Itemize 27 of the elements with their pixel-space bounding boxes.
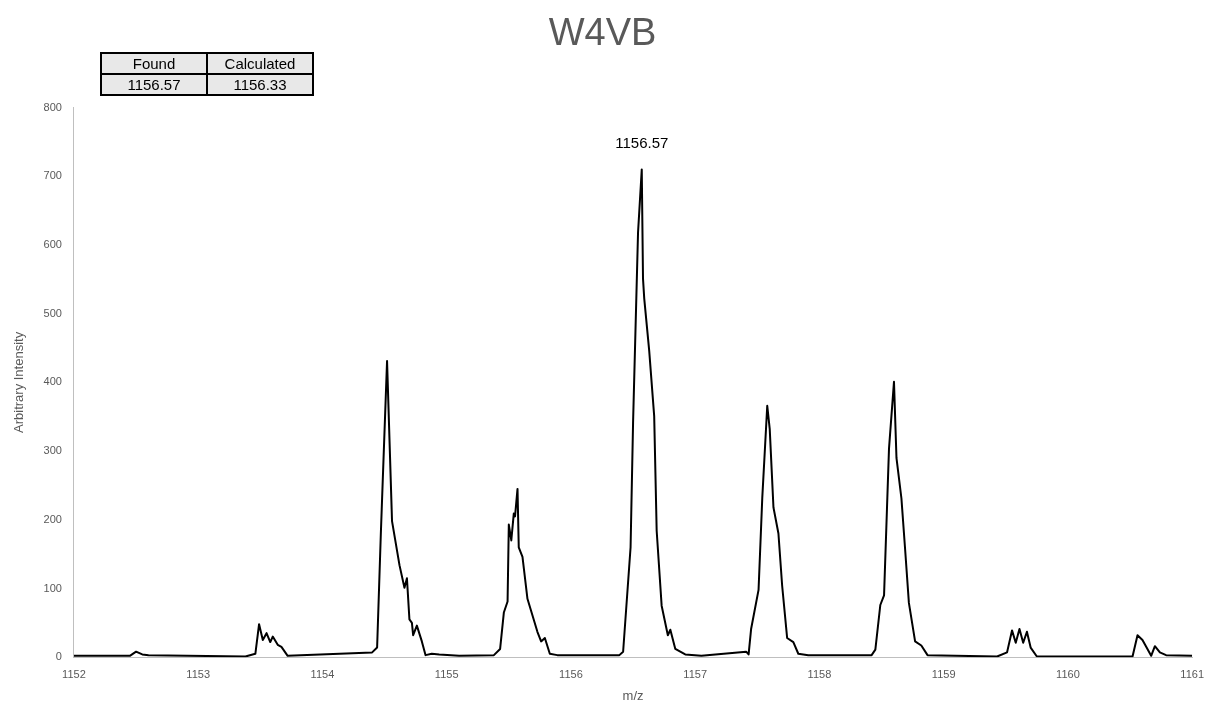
annotation: 1156.57 — [615, 134, 669, 152]
y-tick-label: 700 — [43, 169, 62, 182]
x-tick-label: 1155 — [434, 667, 459, 680]
text: 1156.57 — [101, 74, 207, 95]
x-tick-label: 1159 — [931, 667, 956, 680]
y-axis-title: Arbitrary Intensity — [11, 331, 27, 433]
y-tick-label: 400 — [43, 375, 62, 388]
x-tick-label: 1152 — [62, 667, 86, 680]
x-tick-label: 1160 — [1056, 667, 1080, 680]
y-tick-label: 100 — [43, 581, 62, 594]
y-tick-label: 300 — [43, 444, 62, 457]
text: Found — [101, 53, 207, 74]
y-tick-label: 0 — [55, 650, 62, 663]
y-tick-label: 500 — [43, 306, 62, 319]
x-tick-label: 1154 — [310, 667, 335, 680]
x-tick-label: 1156 — [559, 667, 583, 680]
x-tick-label: 1158 — [807, 667, 832, 680]
y-tick-label: 600 — [43, 238, 62, 251]
y-tick-label: 200 — [43, 512, 62, 525]
x-axis-title: m/z — [622, 687, 644, 703]
chart-title: W4VB — [548, 11, 657, 54]
text: 1156.33 — [207, 74, 313, 95]
text: Calculated — [207, 53, 313, 74]
x-tick-label: 1153 — [186, 667, 211, 680]
y-tick-label: 800 — [43, 100, 62, 113]
x-tick-label: 1161 — [1180, 667, 1204, 680]
x-tick-label: 1157 — [683, 667, 708, 680]
